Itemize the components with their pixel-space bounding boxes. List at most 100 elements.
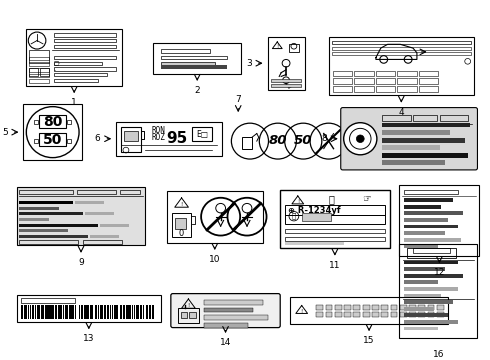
Text: ⊕ R-1234yf: ⊕ R-1234yf [288, 206, 341, 215]
Bar [285, 237, 385, 241]
Bar [437, 312, 444, 317]
Bar [317, 305, 323, 310]
Text: ✋: ✋ [292, 213, 296, 220]
Text: !: ! [296, 199, 299, 204]
Bar [271, 79, 301, 82]
Bar [24, 305, 27, 319]
Bar [404, 307, 434, 311]
Bar [20, 229, 68, 232]
Text: 9: 9 [78, 258, 84, 267]
Bar [419, 71, 439, 76]
Bar [40, 68, 49, 76]
Bar [413, 248, 450, 253]
Bar [26, 29, 122, 86]
Bar [290, 297, 448, 324]
FancyBboxPatch shape [341, 108, 477, 170]
Bar [153, 44, 241, 73]
Text: 95: 95 [166, 131, 187, 146]
Bar [98, 305, 99, 319]
Bar [74, 305, 75, 319]
Text: 16: 16 [433, 351, 444, 360]
Bar [404, 327, 439, 330]
Text: 11: 11 [329, 261, 341, 270]
Bar [114, 305, 117, 319]
Bar [95, 305, 97, 319]
Bar [29, 305, 30, 319]
Bar [101, 305, 103, 319]
Bar [376, 86, 395, 91]
Bar [404, 231, 445, 235]
Bar [289, 44, 299, 52]
Bar [167, 191, 263, 243]
Bar [161, 65, 227, 69]
Bar [54, 73, 107, 76]
Bar [335, 305, 342, 310]
Bar [20, 207, 58, 210]
Bar [50, 305, 51, 319]
Bar [372, 305, 379, 310]
Text: !: ! [300, 309, 303, 314]
Bar [28, 305, 29, 319]
Bar [397, 86, 417, 91]
Bar [58, 305, 60, 319]
Text: 12: 12 [434, 268, 445, 277]
Bar [404, 280, 439, 284]
Circle shape [343, 123, 377, 155]
Bar [428, 312, 435, 317]
Bar [333, 78, 352, 84]
Bar [413, 115, 438, 121]
Bar [397, 78, 417, 84]
Text: 5: 5 [2, 128, 8, 137]
Bar [285, 205, 385, 224]
Bar [112, 305, 113, 319]
Bar [24, 104, 82, 161]
Bar [54, 33, 116, 37]
Bar [34, 120, 38, 123]
Bar [60, 305, 62, 319]
Bar [104, 305, 106, 319]
Bar [29, 62, 49, 66]
Text: ROZ: ROZ [151, 133, 165, 142]
Bar [54, 45, 116, 48]
Bar [400, 312, 407, 317]
Bar [404, 244, 439, 248]
Bar [121, 127, 141, 152]
Bar [29, 50, 49, 63]
Bar [404, 300, 453, 304]
Bar [54, 39, 116, 42]
Bar [178, 308, 199, 323]
Bar [407, 248, 456, 258]
Bar [404, 225, 458, 229]
Bar [149, 305, 151, 319]
Bar [37, 305, 40, 319]
Bar [161, 49, 210, 53]
Text: 4: 4 [398, 108, 404, 117]
Bar [391, 312, 397, 317]
Bar [20, 212, 83, 215]
Bar [382, 123, 469, 127]
Bar [85, 212, 114, 215]
Bar [404, 238, 461, 242]
Bar [419, 86, 439, 91]
Bar [404, 205, 441, 209]
Bar [48, 305, 49, 319]
Bar [84, 305, 86, 319]
Bar [400, 305, 407, 310]
Bar [107, 305, 109, 319]
Bar [376, 78, 395, 84]
Text: !: ! [187, 303, 190, 308]
Bar [193, 127, 212, 141]
Bar [382, 115, 411, 121]
Bar [29, 57, 49, 60]
Bar [67, 120, 71, 123]
Bar [132, 305, 133, 319]
Bar [397, 71, 417, 76]
Bar [29, 73, 49, 77]
Bar [376, 71, 395, 76]
Bar [404, 314, 448, 317]
Bar [55, 305, 57, 319]
Bar [152, 305, 154, 319]
Bar [29, 68, 38, 76]
Bar [43, 305, 44, 319]
Text: 🔥: 🔥 [328, 194, 334, 204]
